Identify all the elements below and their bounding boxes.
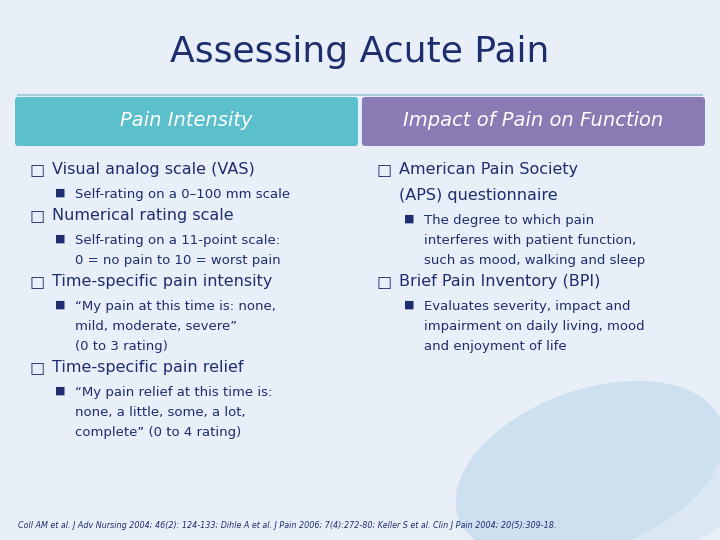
Text: Time-specific pain intensity: Time-specific pain intensity bbox=[52, 274, 272, 289]
Text: □: □ bbox=[30, 274, 45, 289]
Text: Visual analog scale (VAS): Visual analog scale (VAS) bbox=[52, 162, 255, 177]
Text: □: □ bbox=[377, 274, 392, 289]
Text: □: □ bbox=[30, 360, 45, 375]
Text: ■: ■ bbox=[55, 386, 66, 396]
Text: complete” (0 to 4 rating): complete” (0 to 4 rating) bbox=[75, 426, 241, 439]
Text: (APS) questionnaire: (APS) questionnaire bbox=[399, 188, 557, 203]
Ellipse shape bbox=[456, 381, 720, 540]
Text: The degree to which pain: The degree to which pain bbox=[424, 214, 594, 227]
Text: □: □ bbox=[30, 208, 45, 223]
Text: “My pain at this time is: none,: “My pain at this time is: none, bbox=[75, 300, 276, 313]
Text: ■: ■ bbox=[404, 300, 415, 310]
Text: □: □ bbox=[377, 162, 392, 177]
Text: American Pain Society: American Pain Society bbox=[399, 162, 578, 177]
Text: and enjoyment of life: and enjoyment of life bbox=[424, 340, 567, 353]
Ellipse shape bbox=[552, 441, 720, 540]
Text: ■: ■ bbox=[55, 188, 66, 198]
Text: mild, moderate, severe”: mild, moderate, severe” bbox=[75, 320, 237, 333]
Text: interferes with patient function,: interferes with patient function, bbox=[424, 234, 636, 247]
FancyBboxPatch shape bbox=[362, 97, 705, 146]
Text: none, a little, some, a lot,: none, a little, some, a lot, bbox=[75, 406, 246, 419]
Text: □: □ bbox=[30, 162, 45, 177]
Text: ■: ■ bbox=[55, 234, 66, 244]
Text: Pain Intensity: Pain Intensity bbox=[120, 111, 252, 131]
Text: ■: ■ bbox=[55, 300, 66, 310]
Text: Time-specific pain relief: Time-specific pain relief bbox=[52, 360, 243, 375]
FancyBboxPatch shape bbox=[15, 97, 358, 146]
Text: Coll AM et al. J Adv Nursing 2004; 46(2): 124-133; Dihle A et al. J Pain 2006; 7: Coll AM et al. J Adv Nursing 2004; 46(2)… bbox=[18, 521, 557, 530]
Text: such as mood, walking and sleep: such as mood, walking and sleep bbox=[424, 254, 645, 267]
Text: Numerical rating scale: Numerical rating scale bbox=[52, 208, 233, 223]
Text: 0 = no pain to 10 = worst pain: 0 = no pain to 10 = worst pain bbox=[75, 254, 281, 267]
Text: (0 to 3 rating): (0 to 3 rating) bbox=[75, 340, 168, 353]
Text: Impact of Pain on Function: Impact of Pain on Function bbox=[403, 111, 663, 131]
Text: impairment on daily living, mood: impairment on daily living, mood bbox=[424, 320, 644, 333]
Text: Evaluates severity, impact and: Evaluates severity, impact and bbox=[424, 300, 631, 313]
Text: ■: ■ bbox=[404, 214, 415, 224]
Text: Self-rating on a 0–100 mm scale: Self-rating on a 0–100 mm scale bbox=[75, 188, 290, 201]
Text: Brief Pain Inventory (BPI): Brief Pain Inventory (BPI) bbox=[399, 274, 600, 289]
Text: Self-rating on a 11-point scale:: Self-rating on a 11-point scale: bbox=[75, 234, 280, 247]
Text: “My pain relief at this time is:: “My pain relief at this time is: bbox=[75, 386, 272, 399]
Text: Assessing Acute Pain: Assessing Acute Pain bbox=[171, 35, 549, 69]
